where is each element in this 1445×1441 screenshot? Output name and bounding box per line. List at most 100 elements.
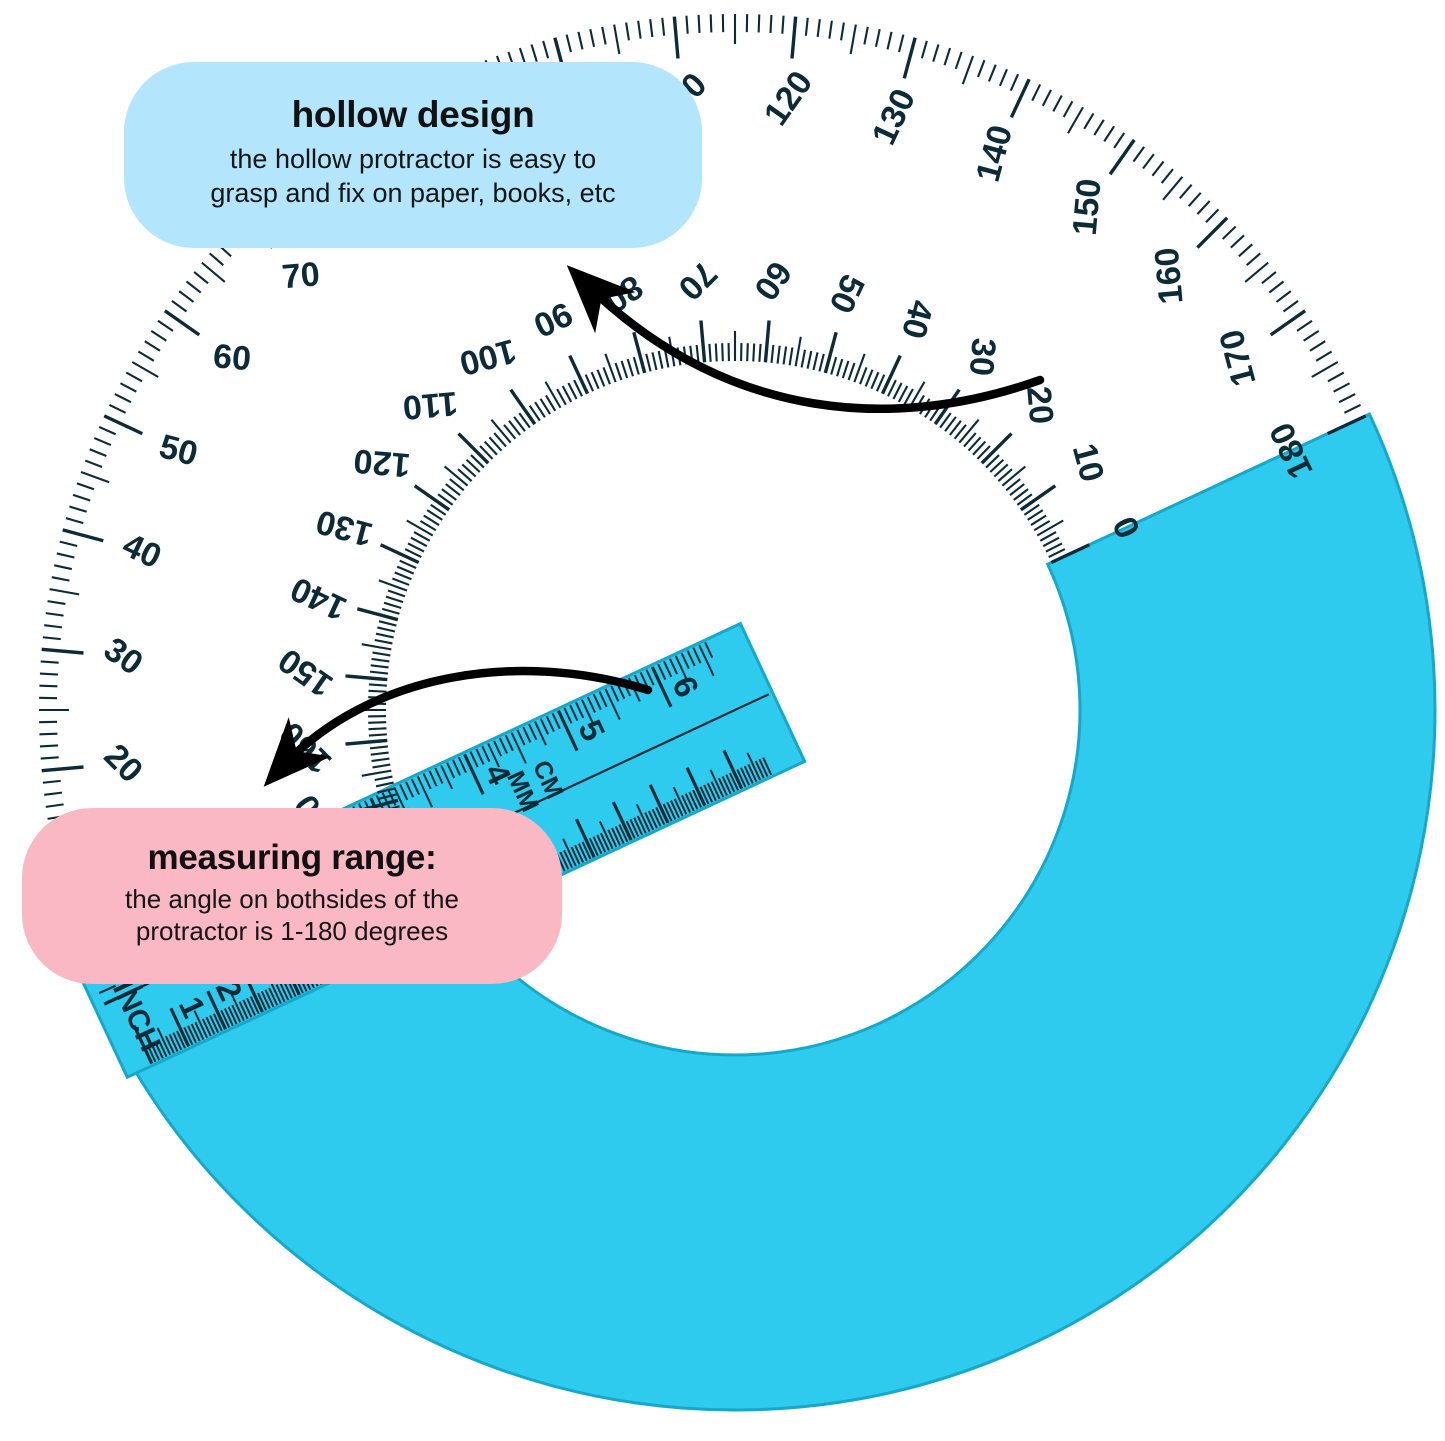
- tick: [989, 458, 1005, 473]
- cm-tick: [194, 1021, 205, 1040]
- tick: [757, 14, 761, 33]
- cm-tick: [562, 838, 577, 867]
- tick: [859, 366, 868, 385]
- tick: [1033, 520, 1051, 532]
- tick: [1036, 519, 1064, 537]
- inch-tick: [557, 709, 579, 752]
- tick: [584, 374, 595, 392]
- tick: [614, 362, 623, 381]
- tick: [853, 353, 866, 383]
- tick: [1162, 176, 1184, 201]
- tick: [604, 353, 617, 383]
- cm-tick: [577, 843, 588, 862]
- tick: [1016, 493, 1033, 506]
- tick: [449, 478, 465, 492]
- tick: [42, 636, 61, 641]
- cm-tick: [629, 819, 640, 838]
- tick: [1275, 290, 1292, 303]
- cm-tick: [651, 808, 662, 827]
- tick: [396, 565, 415, 575]
- tick: [565, 34, 572, 53]
- degree-label: 120: [352, 441, 412, 484]
- tick: [590, 371, 600, 390]
- tick: [816, 19, 821, 38]
- cm-tick: [157, 1039, 168, 1058]
- tick: [1238, 243, 1253, 258]
- tick: [763, 320, 771, 363]
- cm-tick: [223, 1008, 234, 1027]
- tick: [836, 358, 844, 377]
- cm-tick: [193, 1010, 209, 1039]
- cm-tick: [164, 1035, 175, 1054]
- tick: [920, 40, 928, 59]
- cm-tick: [231, 1004, 242, 1023]
- tick: [782, 346, 788, 365]
- tick: [39, 672, 58, 676]
- tick: [661, 17, 666, 36]
- tick: [976, 59, 986, 78]
- tick: [949, 420, 962, 436]
- tick: [1045, 542, 1063, 553]
- tick: [556, 388, 567, 406]
- cm-tick: [721, 776, 732, 795]
- tick: [470, 454, 485, 469]
- tick: [45, 612, 64, 617]
- tick: [530, 44, 538, 62]
- tick: [1019, 484, 1057, 512]
- tick: [178, 290, 195, 303]
- tick: [887, 379, 897, 397]
- tick: [368, 715, 387, 718]
- cm-tick: [169, 1007, 191, 1048]
- tick: [1327, 414, 1367, 436]
- inch-tick: [428, 770, 438, 787]
- tick: [976, 445, 991, 460]
- degree-label: 110: [401, 384, 459, 427]
- inch-tick: [434, 767, 444, 784]
- tick: [65, 517, 84, 525]
- cm-tick: [644, 812, 655, 831]
- tick: [98, 984, 117, 995]
- cm-tick: [743, 765, 754, 784]
- cm-tick: [205, 1016, 216, 1035]
- tick: [98, 425, 117, 436]
- tick: [601, 26, 607, 45]
- tick: [672, 16, 680, 59]
- tick: [371, 757, 390, 763]
- inch-tick: [586, 696, 596, 713]
- cm-tick: [673, 798, 684, 817]
- inch-tick: [534, 721, 547, 746]
- tick: [953, 424, 967, 440]
- cm-tick: [190, 1023, 201, 1042]
- cm-tick: [754, 760, 765, 779]
- tick: [356, 607, 399, 622]
- tick: [1009, 483, 1025, 496]
- tick: [818, 353, 825, 372]
- tick: [806, 350, 813, 369]
- cm-tick: [570, 846, 581, 865]
- cm-tick: [596, 834, 607, 853]
- tick: [542, 40, 550, 59]
- tick: [377, 626, 396, 633]
- tick: [685, 15, 689, 34]
- cm-tick: [692, 789, 703, 808]
- cm-tick: [150, 1042, 161, 1061]
- inch-tick: [463, 753, 485, 795]
- tick: [733, 13, 737, 45]
- cm-tick: [684, 793, 695, 812]
- tick: [589, 28, 596, 48]
- tick: [944, 416, 957, 432]
- tick: [1050, 543, 1091, 565]
- tick: [613, 24, 621, 55]
- tick: [368, 683, 387, 687]
- tick: [875, 374, 886, 392]
- inch-tick: [381, 792, 391, 809]
- tick: [1103, 125, 1115, 142]
- cm-tick: [574, 844, 585, 863]
- tick: [699, 320, 707, 363]
- tick: [413, 531, 431, 542]
- tick: [740, 343, 743, 362]
- cm-tick: [183, 1027, 194, 1046]
- inch-tick: [493, 740, 503, 757]
- tick: [998, 68, 1008, 87]
- cm-tick: [758, 758, 769, 777]
